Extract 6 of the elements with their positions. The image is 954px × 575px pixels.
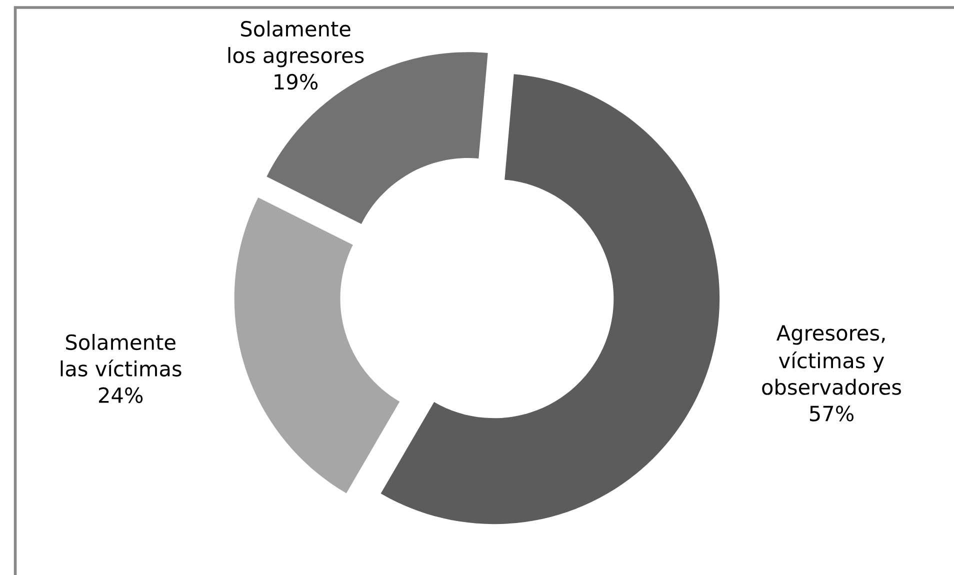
data-label: 24% [98,387,143,404]
data-label: 19% [274,74,318,90]
data-label: 57% [810,406,854,422]
slice-label: Solamente los agresores [228,20,364,68]
slice-label: Solamente las víctimas [60,334,182,377]
slice-label: Agresores, víctimas y observadores [762,325,901,395]
